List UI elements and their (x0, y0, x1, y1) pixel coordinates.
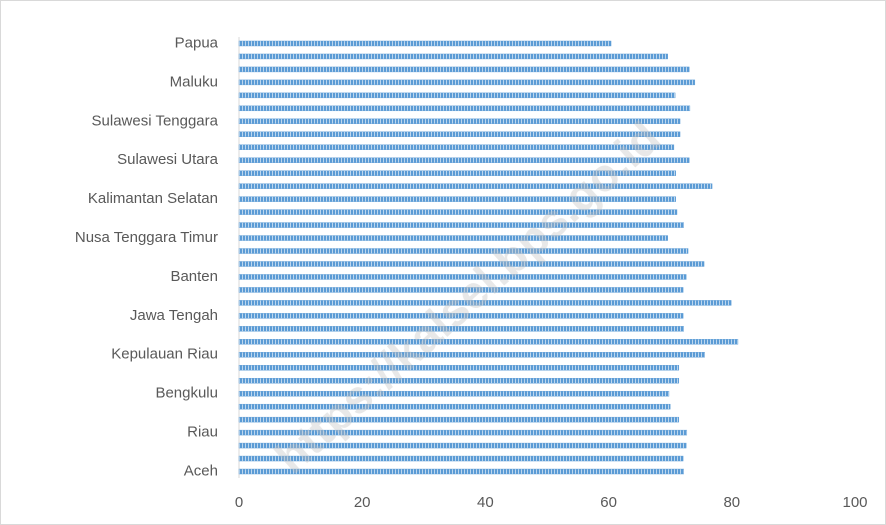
bar (238, 209, 678, 215)
bar (238, 429, 688, 436)
bar (238, 365, 680, 371)
x-tick-label: 20 (354, 494, 371, 511)
y-tick-label: Kepulauan Riau (111, 346, 218, 363)
bar (238, 248, 689, 254)
x-tick-label: 40 (477, 494, 494, 511)
y-tick-label: Sulawesi Tenggara (92, 112, 219, 129)
bar (238, 455, 684, 462)
bar (238, 300, 732, 306)
bar (238, 79, 696, 86)
bar (238, 403, 671, 410)
y-tick-label: Bengkulu (155, 385, 218, 402)
bar (238, 222, 684, 228)
y-tick-label: Papua (175, 34, 219, 51)
bar (238, 144, 675, 150)
bar (238, 196, 676, 202)
bar (238, 378, 680, 384)
bar (238, 313, 684, 319)
bar (238, 442, 687, 449)
y-tick-label: Banten (170, 268, 218, 285)
bar (238, 183, 713, 189)
bar (238, 170, 676, 176)
bar (238, 468, 684, 475)
bar (238, 274, 687, 280)
x-tick-label: 100 (842, 494, 867, 511)
bar (238, 339, 739, 345)
bar (238, 131, 681, 137)
bar (238, 118, 681, 125)
x-tick-label: 60 (600, 494, 617, 511)
bar (238, 157, 690, 163)
bar (238, 40, 612, 47)
y-tick-label: Jawa Tengah (130, 307, 218, 324)
y-tick-label: Maluku (170, 73, 218, 90)
bar (238, 390, 670, 397)
bar (238, 287, 684, 293)
bar (238, 416, 680, 423)
y-tick-label: Kalimantan Selatan (88, 190, 218, 207)
bar (238, 261, 705, 267)
y-tick-label: Riau (187, 424, 218, 441)
x-tick-label: 0 (235, 494, 243, 511)
bar (238, 105, 691, 112)
y-tick-label: Sulawesi Utara (117, 151, 219, 168)
x-tick-label: 80 (723, 494, 740, 511)
bar (238, 66, 690, 73)
y-tick-label: Nusa Tenggara Timur (75, 229, 218, 246)
bar (238, 235, 668, 241)
bar (238, 53, 668, 60)
y-tick-label: Aceh (184, 462, 218, 479)
bar (238, 326, 684, 332)
bar (238, 92, 676, 99)
bar (238, 352, 705, 358)
